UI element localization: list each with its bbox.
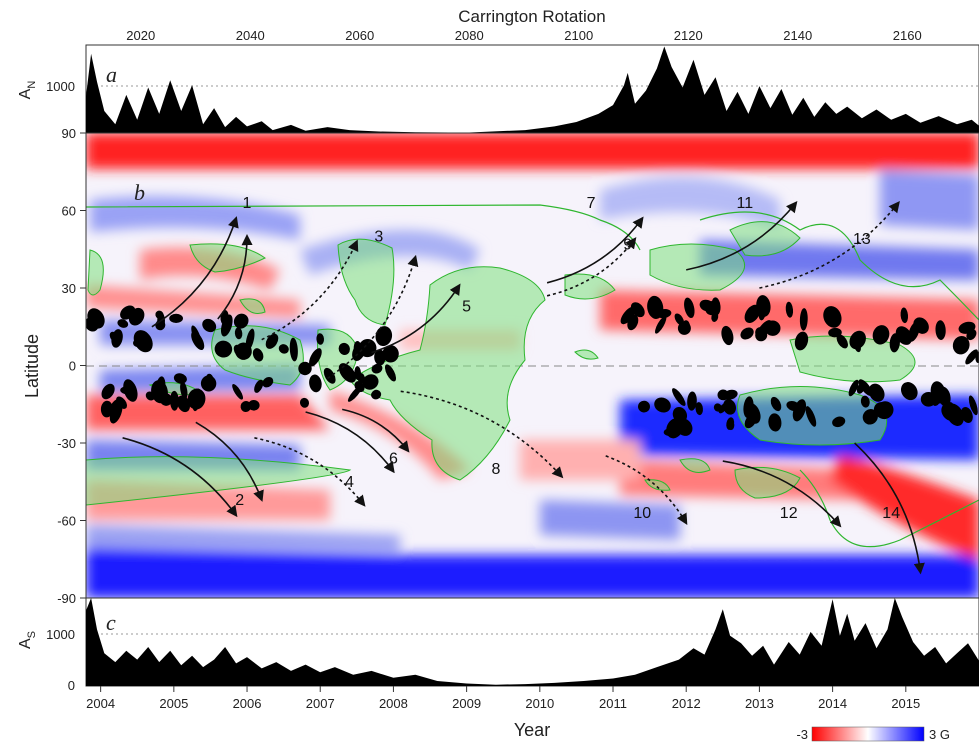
panel-c-ylabel-main: A — [17, 638, 34, 649]
arrow-label-12: 12 — [780, 505, 798, 522]
top-tick-label: 2020 — [126, 28, 155, 43]
panel-a-ylabel-sub: N — [26, 81, 38, 89]
year-tick-label: 2014 — [818, 696, 847, 711]
arrow-label-4: 4 — [345, 474, 354, 491]
lat-tick-label: -30 — [57, 436, 76, 451]
year-tick-label: 2015 — [891, 696, 920, 711]
panel-a-ylabel-main: A — [17, 88, 34, 99]
lat-tick-label: 0 — [69, 359, 76, 374]
colorbar: -3 3 G — [796, 727, 950, 742]
panel-c-letter: c — [106, 610, 116, 635]
lat-tick-label: -60 — [57, 514, 76, 529]
lat-tick-label: 90 — [62, 126, 76, 141]
panel-c-ylabel: AS — [17, 631, 38, 649]
year-tick-label: 2013 — [745, 696, 774, 711]
top-tick-label: 2040 — [236, 28, 265, 43]
year-tick-label: 2011 — [599, 696, 627, 711]
panel-c: c 1000 0 AS — [17, 598, 979, 693]
panel-c-ylabel-sub: S — [26, 631, 38, 638]
arrow-label-10: 10 — [633, 505, 651, 522]
top-tick-label: 2060 — [345, 28, 374, 43]
arrow-label-14: 14 — [882, 505, 900, 522]
year-tick-label: 2006 — [233, 696, 262, 711]
arrow-label-11: 11 — [736, 195, 753, 212]
arrow-label-7: 7 — [587, 195, 596, 212]
panel-c-tick-0: 0 — [68, 678, 75, 693]
year-tick-label: 2012 — [672, 696, 701, 711]
colorbar-min-label: -3 — [796, 727, 808, 742]
lat-tick-label: -90 — [57, 591, 76, 606]
top-tick-label: 2080 — [455, 28, 484, 43]
year-tick-label: 2005 — [159, 696, 188, 711]
arrow-label-8: 8 — [491, 461, 500, 478]
svg-text:AN: AN — [17, 81, 38, 100]
year-tick-label: 2004 — [86, 696, 115, 711]
panel-a-letter: a — [106, 62, 117, 87]
top-tick-label: 2100 — [564, 28, 593, 43]
year-tick-label: 2008 — [379, 696, 408, 711]
arrow-label-6: 6 — [389, 451, 398, 468]
svg-text:AS: AS — [17, 631, 38, 649]
arrow-label-1: 1 — [243, 195, 252, 212]
year-axis-ticks: 2004 2005 2006 2007 2008 2009 2010 2011 2012 2013… — [86, 686, 920, 711]
top-tick-label: 2140 — [783, 28, 812, 43]
panel-b-letter: b — [134, 180, 145, 205]
top-axis-title: Carrington Rotation — [458, 7, 605, 26]
year-tick-label: 2010 — [525, 696, 554, 711]
top-tick-label: 2120 — [674, 28, 703, 43]
panel-a-ylabel: AN — [17, 81, 38, 100]
arrow-label-2: 2 — [235, 492, 244, 509]
latitude-ticks: -90 -60 -30 0 30 60 90 — [57, 126, 86, 606]
panel-a-tick-1000: 1000 — [46, 79, 75, 94]
latitude-label-wrap: Latitude — [22, 334, 42, 398]
latitude-axis-label: Latitude — [22, 334, 42, 398]
sunspot-blob — [169, 314, 183, 323]
arrow-label-3: 3 — [374, 229, 383, 246]
arrow-label-13: 13 — [853, 231, 871, 248]
top-tick-label: 2160 — [893, 28, 922, 43]
panel-a: a 1000 AN — [17, 45, 979, 133]
lat-tick-label: 60 — [62, 204, 76, 219]
arrow-label-5: 5 — [462, 298, 471, 315]
colorbar-max-label: 3 G — [929, 727, 950, 742]
year-tick-label: 2007 — [306, 696, 335, 711]
year-tick-label: 2009 — [452, 696, 481, 711]
panel-c-tick-1000: 1000 — [46, 627, 75, 642]
arrow-label-9: 9 — [623, 236, 632, 253]
lat-tick-label: 30 — [62, 281, 76, 296]
year-axis-label: Year — [514, 720, 550, 740]
colorbar-gradient — [812, 727, 924, 741]
